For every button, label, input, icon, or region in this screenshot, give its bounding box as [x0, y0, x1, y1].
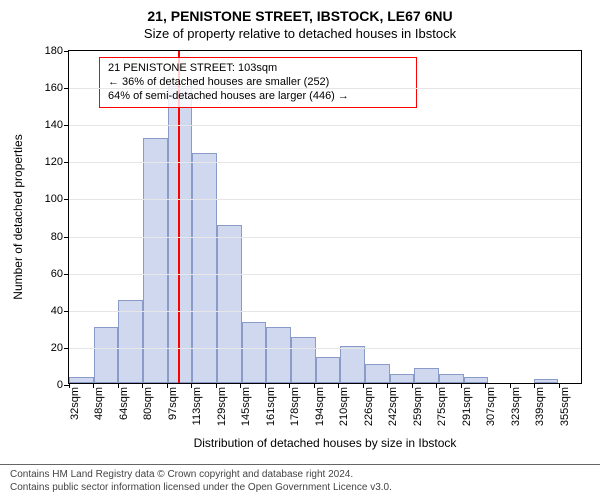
y-tick-mark — [64, 237, 69, 238]
histogram-bar — [242, 322, 267, 383]
x-tick-label: 242sqm — [387, 383, 399, 426]
x-tick-label: 210sqm — [338, 383, 350, 426]
chart-container: 21, PENISTONE STREET, IBSTOCK, LE67 6NU … — [0, 0, 600, 500]
x-tick-label: 355sqm — [559, 383, 571, 426]
x-tick-label: 64sqm — [118, 383, 130, 420]
histogram-bar — [118, 300, 143, 384]
x-axis-label: Distribution of detached houses by size … — [194, 436, 457, 450]
chart-title: 21, PENISTONE STREET, IBSTOCK, LE67 6NU — [0, 0, 600, 26]
histogram-bar — [365, 364, 390, 383]
y-tick-label: 180 — [33, 45, 63, 57]
histogram-bar — [439, 374, 464, 383]
x-tick-label: 48sqm — [93, 383, 105, 420]
gridline — [69, 162, 581, 163]
y-tick-mark — [64, 51, 69, 52]
attribution-footer: Contains HM Land Registry data © Crown c… — [0, 464, 600, 500]
y-tick-mark — [64, 199, 69, 200]
y-tick-mark — [64, 88, 69, 89]
gridline — [69, 125, 581, 126]
x-tick-label: 80sqm — [142, 383, 154, 420]
histogram-bar — [168, 86, 193, 383]
annotation-line: 21 PENISTONE STREET: 103sqm — [108, 62, 408, 76]
chart-subtitle: Size of property relative to detached ho… — [0, 26, 600, 42]
x-tick-label: 113sqm — [191, 383, 203, 425]
gridline — [69, 237, 581, 238]
histogram-bar — [217, 225, 242, 383]
y-tick-label: 40 — [33, 305, 63, 317]
x-tick-label: 291sqm — [461, 383, 473, 426]
y-tick-mark — [64, 162, 69, 163]
y-tick-label: 100 — [33, 193, 63, 205]
y-tick-label: 120 — [33, 156, 63, 168]
y-tick-mark — [64, 274, 69, 275]
x-tick-label: 259sqm — [412, 383, 424, 426]
x-tick-label: 145sqm — [240, 383, 252, 426]
histogram-bar — [94, 327, 119, 383]
y-tick-label: 80 — [33, 231, 63, 243]
x-tick-label: 32sqm — [69, 383, 81, 420]
histogram-bar — [316, 357, 341, 383]
x-tick-label: 323sqm — [510, 383, 522, 426]
gridline — [69, 199, 581, 200]
y-tick-label: 20 — [33, 342, 63, 354]
y-tick-mark — [64, 348, 69, 349]
gridline — [69, 348, 581, 349]
annotation-line: 64% of semi-detached houses are larger (… — [108, 90, 408, 104]
histogram-bar — [266, 327, 291, 383]
histogram-bar — [143, 138, 168, 383]
plot-area: 21 PENISTONE STREET: 103sqm← 36% of deta… — [68, 50, 582, 384]
y-axis-label: Number of detached properties — [11, 134, 25, 299]
x-tick-label: 339sqm — [534, 383, 546, 426]
x-tick-label: 178sqm — [289, 383, 301, 426]
x-tick-label: 129sqm — [216, 383, 228, 426]
gridline — [69, 274, 581, 275]
y-tick-mark — [64, 311, 69, 312]
annotation-box: 21 PENISTONE STREET: 103sqm← 36% of deta… — [99, 57, 417, 108]
y-tick-label: 0 — [33, 379, 63, 391]
footer-line-1: Contains HM Land Registry data © Crown c… — [10, 469, 590, 482]
y-tick-label: 160 — [33, 82, 63, 94]
x-tick-label: 161sqm — [265, 383, 277, 426]
histogram-bar — [340, 346, 365, 383]
gridline — [69, 311, 581, 312]
y-tick-label: 140 — [33, 119, 63, 131]
footer-line-2: Contains public sector information licen… — [10, 482, 590, 495]
gridline — [69, 88, 581, 89]
histogram-bar — [414, 368, 439, 383]
histogram-bar — [291, 337, 316, 383]
x-tick-label: 194sqm — [314, 383, 326, 426]
y-tick-mark — [64, 125, 69, 126]
x-tick-label: 226sqm — [363, 383, 375, 426]
x-tick-label: 97sqm — [167, 383, 179, 420]
y-tick-label: 60 — [33, 268, 63, 280]
x-tick-label: 275sqm — [436, 383, 448, 426]
histogram-bar — [390, 374, 415, 383]
x-tick-label: 307sqm — [485, 383, 497, 426]
